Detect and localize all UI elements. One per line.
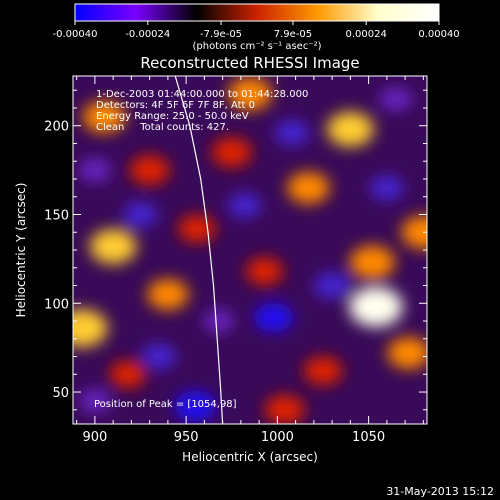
heatmap-blob <box>123 201 158 228</box>
heatmap-contour <box>298 350 348 391</box>
colorbar-ticks: -0.00040 -0.00024 -7.9e-05 7.9e-05 0.00024 0.… <box>53 21 460 40</box>
y-axis-label: Heliocentric Y (arcsec) <box>14 183 28 318</box>
x-axis-label: Heliocentric X (arcsec) <box>182 450 318 464</box>
heatmap-blob <box>73 310 107 347</box>
heatmap-contour <box>281 166 336 210</box>
heatmap-blob <box>179 215 215 242</box>
colorbar-tick-label: -7.9e-05 <box>200 29 242 40</box>
heatmap-blob <box>247 258 283 285</box>
heatmap-contour <box>104 355 152 394</box>
annotation-detectors: Detectors: 4F 5F 6F 7F 8F, Att 0 <box>96 100 255 111</box>
y-tick-label: 200 <box>44 120 69 135</box>
heatmap-blob <box>402 216 427 248</box>
colorbar-unit: (photons cm⁻² s⁻¹ asec⁻²) <box>192 41 321 52</box>
plot-area <box>73 76 427 424</box>
colorbar-tick-label: 0.00024 <box>346 29 387 40</box>
heatmap-blob <box>83 101 125 132</box>
heatmap-blob <box>90 229 136 263</box>
heatmap-contour <box>343 281 409 333</box>
heatmap-contour <box>77 95 131 139</box>
heatmap-blob <box>212 138 251 167</box>
heatmap-contour <box>222 76 278 116</box>
annotation-energy: Energy Range: 25.0 - 50.0 keV <box>96 111 249 122</box>
heatmap-contour <box>124 149 176 191</box>
heatmap-blob <box>130 156 169 185</box>
heatmap-blob <box>227 193 262 219</box>
heatmap-blob <box>274 120 310 146</box>
footer-timestamp: 31-May-2013 15:12 <box>386 485 494 498</box>
y-tick-label: 50 <box>52 386 69 401</box>
x-tick-label: 1000 <box>261 430 294 445</box>
colorbar-tick-label: -0.00024 <box>125 29 170 40</box>
solar-limb <box>174 76 224 424</box>
heatmap-contour <box>173 209 222 249</box>
x-tick-label: 1050 <box>352 430 385 445</box>
heatmap-blob <box>78 158 112 183</box>
heatmap-blob <box>174 390 217 422</box>
heatmap-contour <box>395 210 427 255</box>
heatmap-contour <box>259 389 311 424</box>
heatmap-blob <box>350 287 402 326</box>
y-tick-label: 100 <box>44 297 69 312</box>
peak-position-label: Position of Peak = [1054,98] <box>94 399 237 410</box>
colorbar-tick-label: -0.00040 <box>53 29 98 40</box>
heatmap-blob <box>369 175 404 201</box>
heatmap-blob <box>78 388 112 413</box>
annotation-block: 1-Dec-2003 01:44:00.000 to 01:44:28.000 … <box>96 89 308 133</box>
heatmap-blob <box>304 357 342 385</box>
annotation-clean: Clean Total counts: 427. <box>96 122 229 133</box>
heatmap-contour <box>73 303 113 353</box>
x-tick-label: 900 <box>82 430 107 445</box>
heatmap-contour <box>382 331 427 375</box>
heatmap-blob <box>265 395 304 424</box>
heatmap-blob <box>388 337 427 368</box>
heatmap-blob <box>229 78 271 110</box>
heatmap-blob <box>203 309 235 333</box>
colorbar <box>74 3 440 22</box>
heatmap-contour <box>321 106 380 153</box>
y-tick-label: 150 <box>44 208 69 223</box>
heatmap-blob <box>379 87 413 112</box>
heatmap-blob <box>288 172 329 203</box>
colorbar-tick-label: 0.00040 <box>418 29 459 40</box>
heatmap-contour <box>84 223 142 270</box>
annotation-time: 1-Dec-2003 01:44:00.000 to 01:44:28.000 <box>96 89 308 100</box>
heatmap-blob <box>148 279 188 309</box>
heatmap-blob <box>141 343 177 370</box>
heatmap-blob <box>328 112 373 146</box>
heatmap-contour <box>240 251 289 291</box>
heatmap-blob <box>313 272 351 300</box>
heatmap-blob <box>350 246 394 279</box>
heatmap-blob <box>110 361 145 388</box>
axes-ticks: 900 950 1000 1050 50 100 150 200 <box>44 76 427 445</box>
heatmap-contour <box>141 273 194 316</box>
heatmap-contour <box>206 131 258 173</box>
heatmap-blob <box>254 302 294 332</box>
chart-title: Reconstructed RHESSI Image <box>140 54 359 72</box>
x-tick-label: 950 <box>174 430 199 445</box>
colorbar-tick-label: 7.9e-05 <box>274 29 312 40</box>
